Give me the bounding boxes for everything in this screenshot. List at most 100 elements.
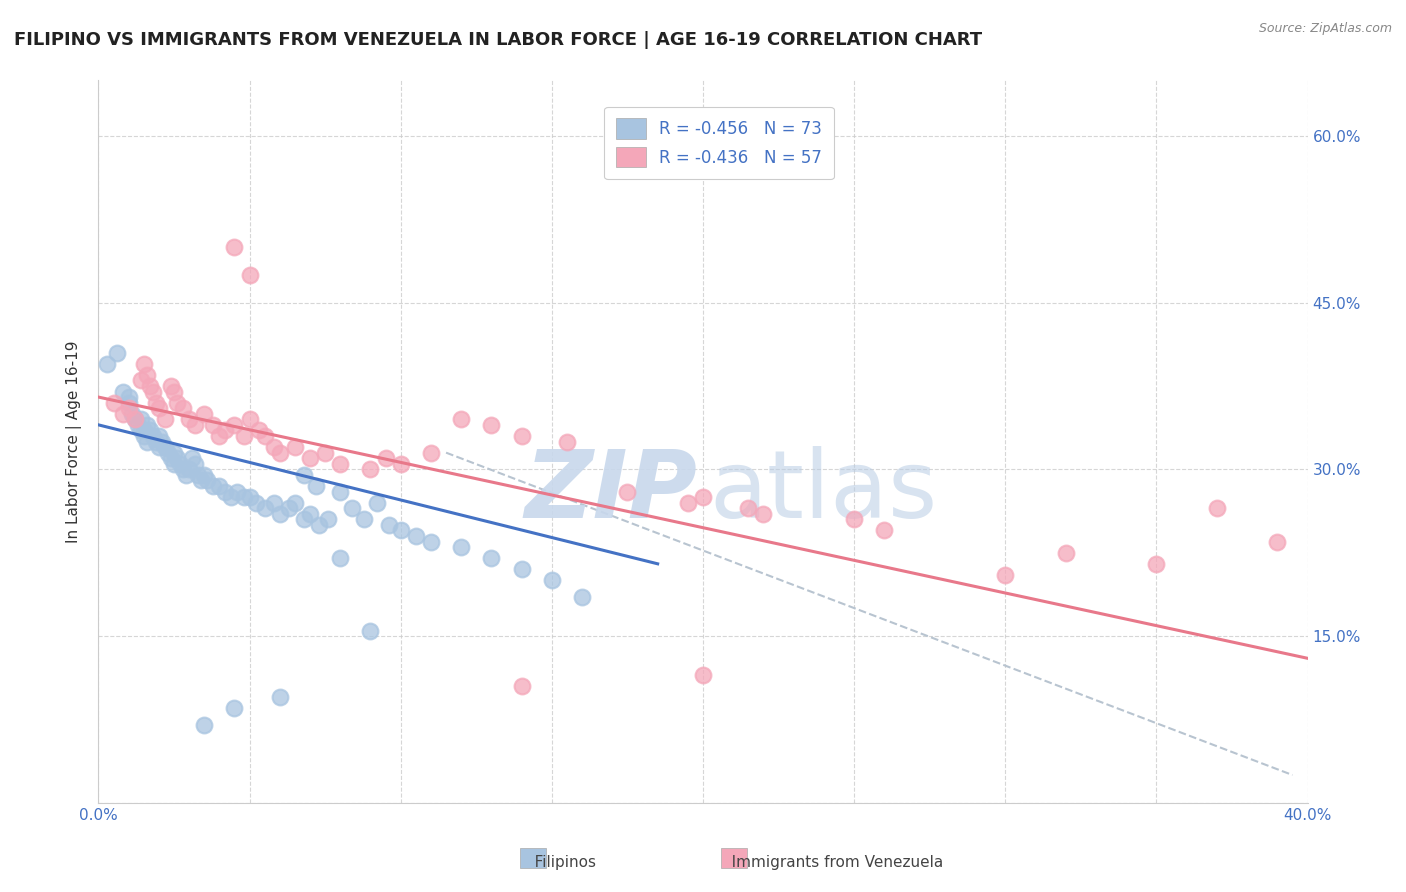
Point bbox=[145, 434, 167, 449]
Point bbox=[571, 590, 593, 604]
Point bbox=[450, 412, 472, 426]
Point bbox=[111, 384, 134, 399]
Point bbox=[160, 379, 183, 393]
Point bbox=[389, 457, 412, 471]
Point bbox=[184, 457, 207, 471]
Point bbox=[360, 462, 382, 476]
Point bbox=[994, 568, 1017, 582]
Point bbox=[510, 679, 533, 693]
Point bbox=[366, 496, 388, 510]
Point bbox=[232, 429, 254, 443]
Y-axis label: In Labor Force | Age 16-19: In Labor Force | Age 16-19 bbox=[66, 340, 83, 543]
Point bbox=[127, 417, 149, 432]
Point bbox=[135, 434, 157, 449]
Point bbox=[160, 451, 183, 466]
Bar bbox=[520, 848, 546, 868]
Point bbox=[179, 412, 201, 426]
Point bbox=[305, 479, 328, 493]
Point bbox=[172, 401, 194, 416]
Point bbox=[481, 417, 503, 432]
Point bbox=[420, 445, 443, 459]
Point bbox=[124, 412, 146, 426]
Point bbox=[299, 507, 322, 521]
Point bbox=[174, 467, 197, 482]
Point bbox=[374, 451, 396, 466]
Point bbox=[329, 484, 352, 499]
Point bbox=[692, 668, 714, 682]
Point bbox=[342, 501, 364, 516]
Point bbox=[142, 429, 165, 443]
Point bbox=[214, 424, 236, 438]
Point bbox=[420, 534, 443, 549]
Point bbox=[132, 429, 155, 443]
Point bbox=[292, 467, 315, 482]
Point bbox=[329, 551, 352, 566]
Point bbox=[239, 268, 262, 282]
Point bbox=[139, 379, 162, 393]
Point bbox=[277, 501, 299, 516]
Point bbox=[292, 512, 315, 526]
Point bbox=[844, 512, 866, 526]
Text: Source: ZipAtlas.com: Source: ZipAtlas.com bbox=[1258, 22, 1392, 36]
Point bbox=[96, 357, 118, 371]
Point bbox=[329, 457, 352, 471]
Point bbox=[737, 501, 759, 516]
Point bbox=[172, 462, 194, 476]
Point bbox=[129, 373, 152, 387]
Point bbox=[139, 424, 162, 438]
Point bbox=[263, 496, 285, 510]
Point bbox=[1267, 534, 1289, 549]
Point bbox=[190, 474, 212, 488]
Point bbox=[284, 440, 307, 454]
Point bbox=[224, 240, 246, 254]
Point bbox=[118, 390, 141, 404]
Point bbox=[450, 540, 472, 554]
Point bbox=[202, 417, 225, 432]
Point bbox=[247, 424, 270, 438]
Point bbox=[202, 479, 225, 493]
Text: FILIPINO VS IMMIGRANTS FROM VENEZUELA IN LABOR FORCE | AGE 16-19 CORRELATION CHA: FILIPINO VS IMMIGRANTS FROM VENEZUELA IN… bbox=[14, 31, 983, 49]
Point bbox=[148, 429, 170, 443]
Point bbox=[1054, 546, 1077, 560]
Point bbox=[148, 440, 170, 454]
Point bbox=[166, 451, 188, 466]
Point bbox=[148, 401, 170, 416]
Point bbox=[284, 496, 307, 510]
Point bbox=[156, 445, 179, 459]
Point bbox=[692, 490, 714, 504]
Point bbox=[163, 384, 186, 399]
Point bbox=[245, 496, 267, 510]
Point bbox=[405, 529, 427, 543]
Legend: R = -0.456   N = 73, R = -0.436   N = 57: R = -0.456 N = 73, R = -0.436 N = 57 bbox=[605, 107, 834, 179]
Point bbox=[105, 345, 128, 359]
Point bbox=[214, 484, 236, 499]
Point bbox=[111, 407, 134, 421]
Point bbox=[314, 445, 336, 459]
Point bbox=[221, 490, 243, 504]
Point bbox=[179, 462, 201, 476]
Point bbox=[269, 445, 291, 459]
Text: Immigrants from Venezuela: Immigrants from Venezuela bbox=[717, 855, 943, 870]
Point bbox=[129, 424, 152, 438]
Point bbox=[118, 401, 141, 416]
Point bbox=[239, 490, 262, 504]
Bar bbox=[721, 848, 747, 868]
Point bbox=[389, 524, 412, 538]
Point bbox=[752, 507, 775, 521]
Point bbox=[208, 429, 231, 443]
Point bbox=[124, 412, 146, 426]
Point bbox=[103, 395, 125, 409]
Point bbox=[118, 395, 141, 409]
Point bbox=[269, 690, 291, 705]
Point bbox=[193, 407, 215, 421]
Point bbox=[135, 417, 157, 432]
Point bbox=[145, 395, 167, 409]
Point bbox=[555, 434, 578, 449]
Point bbox=[150, 434, 173, 449]
Text: Filipinos: Filipinos bbox=[520, 855, 596, 870]
Point bbox=[377, 517, 399, 532]
Point bbox=[263, 440, 285, 454]
Point bbox=[181, 451, 204, 466]
Point bbox=[121, 407, 143, 421]
Point bbox=[873, 524, 896, 538]
